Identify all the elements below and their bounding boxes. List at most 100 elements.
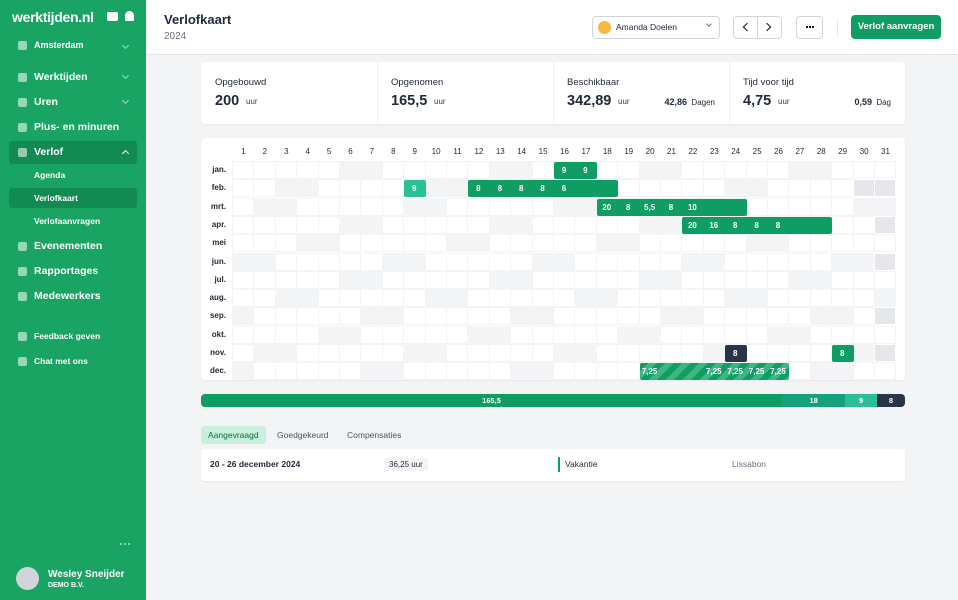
menu-item[interactable]: Medewerkers (9, 285, 137, 308)
day-cell (702, 270, 726, 289)
tab[interactable]: Compensaties (347, 430, 402, 440)
day-cell (852, 197, 875, 216)
leave-hours: 8 (775, 220, 781, 230)
divider (729, 62, 730, 124)
support-item[interactable]: Feedback geven (9, 325, 137, 348)
day-header: 27 (795, 147, 805, 156)
day-cell (809, 362, 833, 381)
employee-name: Amanda Doelen (616, 22, 677, 32)
day-cell (488, 344, 512, 362)
day-cell (274, 270, 298, 289)
request-note: Lissabon (732, 459, 767, 469)
day-cell (574, 234, 597, 253)
next-arrow[interactable] (762, 22, 772, 32)
submenu-item[interactable]: Verlofkaart (9, 188, 137, 208)
menu-label: Verlof (34, 146, 64, 158)
request-leave-button[interactable]: Verlof aanvragen (851, 15, 941, 39)
leave-block[interactable] (725, 345, 747, 362)
leave-block[interactable] (404, 180, 426, 198)
day-cell (232, 179, 255, 198)
stat-value: 165,5 (391, 93, 428, 109)
day-cell (446, 270, 469, 289)
menu-label: Medewerkers (34, 290, 101, 302)
day-cell (424, 161, 447, 179)
day-cell (745, 325, 768, 344)
support-label: Feedback geven (34, 331, 101, 341)
request-row[interactable]: 20 - 26 december 2024 36,25 uur Vakantie Li… (201, 449, 905, 481)
day-cell (360, 179, 383, 198)
location-select[interactable]: Amsterdam (9, 36, 137, 56)
day-cell (638, 215, 661, 234)
menu-item[interactable]: Evenementen (9, 235, 137, 258)
day-cell (446, 289, 469, 308)
collapse-handle[interactable] (120, 543, 130, 546)
day-cell (767, 234, 790, 253)
submenu-item[interactable]: Verlofaanvragen (9, 211, 137, 231)
employee-select[interactable]: Amanda Doelen (592, 16, 720, 39)
notifications-icon[interactable] (125, 11, 134, 21)
tab[interactable]: Goedgekeurd (277, 430, 329, 440)
day-cell (809, 270, 833, 289)
user-company: DEMO B.V. (48, 582, 84, 589)
day-cell (253, 161, 276, 179)
day-cell (574, 197, 597, 216)
day-cell (681, 179, 704, 198)
day-cell (595, 234, 619, 253)
day-cell (617, 307, 640, 326)
support-icon (18, 357, 27, 366)
menu-item[interactable]: Werktijden (9, 66, 137, 89)
menu-label: Rapportages (34, 265, 99, 277)
leave-block[interactable] (468, 180, 619, 198)
day-cell (617, 270, 640, 289)
day-header: 2 (262, 147, 268, 156)
day-cell (424, 307, 447, 326)
day-cell (788, 270, 811, 289)
submenu-item[interactable]: Agenda (9, 165, 137, 185)
leave-block[interactable] (596, 198, 747, 216)
menu-item[interactable]: Verlof (9, 141, 137, 164)
day-cell (660, 215, 683, 234)
day-cell (874, 197, 897, 216)
more-button[interactable] (796, 16, 823, 39)
day-cell (339, 344, 362, 362)
tab[interactable]: Aangevraagd (201, 426, 266, 444)
leave-block[interactable] (639, 363, 790, 381)
day-cell (681, 234, 704, 253)
avatar[interactable] (16, 567, 39, 590)
leave-hours: 6 (561, 184, 567, 194)
menu-item[interactable]: Uren (9, 91, 137, 114)
previous-button[interactable] (734, 17, 758, 38)
day-cell (253, 234, 276, 253)
divider (377, 62, 378, 124)
day-header: 23 (709, 147, 719, 156)
support-item[interactable]: Chat met ons (9, 350, 137, 373)
day-header: 30 (859, 147, 869, 156)
day-cell (488, 215, 512, 234)
leave-block[interactable] (682, 216, 833, 234)
leave-block[interactable] (554, 162, 597, 179)
day-header: 13 (495, 147, 505, 156)
menu-icon (18, 123, 27, 132)
day-cell (788, 252, 811, 271)
day-cell (467, 252, 490, 271)
day-cell (681, 252, 704, 271)
day-cell (253, 179, 276, 198)
day-cell (510, 307, 533, 326)
day-header: 24 (731, 147, 741, 156)
day-cell (809, 344, 833, 362)
day-cell (317, 197, 340, 216)
top-bar: Verlofkaart 2024 Amanda Doelen Verlof aanvr… (146, 0, 958, 55)
menu-item[interactable]: Plus- en minuren (9, 116, 137, 139)
leave-block[interactable] (832, 345, 854, 362)
menu-item[interactable]: Rapportages (9, 260, 137, 283)
day-cell (424, 362, 447, 381)
day-cell (467, 161, 490, 179)
day-cell (809, 307, 833, 326)
caret (706, 21, 712, 27)
day-cell (296, 215, 319, 234)
leave-hours: 8 (754, 220, 759, 230)
day-header: 21 (667, 147, 676, 156)
day-cell (381, 161, 405, 179)
messages-icon[interactable] (107, 12, 118, 21)
day-cell (360, 362, 383, 381)
